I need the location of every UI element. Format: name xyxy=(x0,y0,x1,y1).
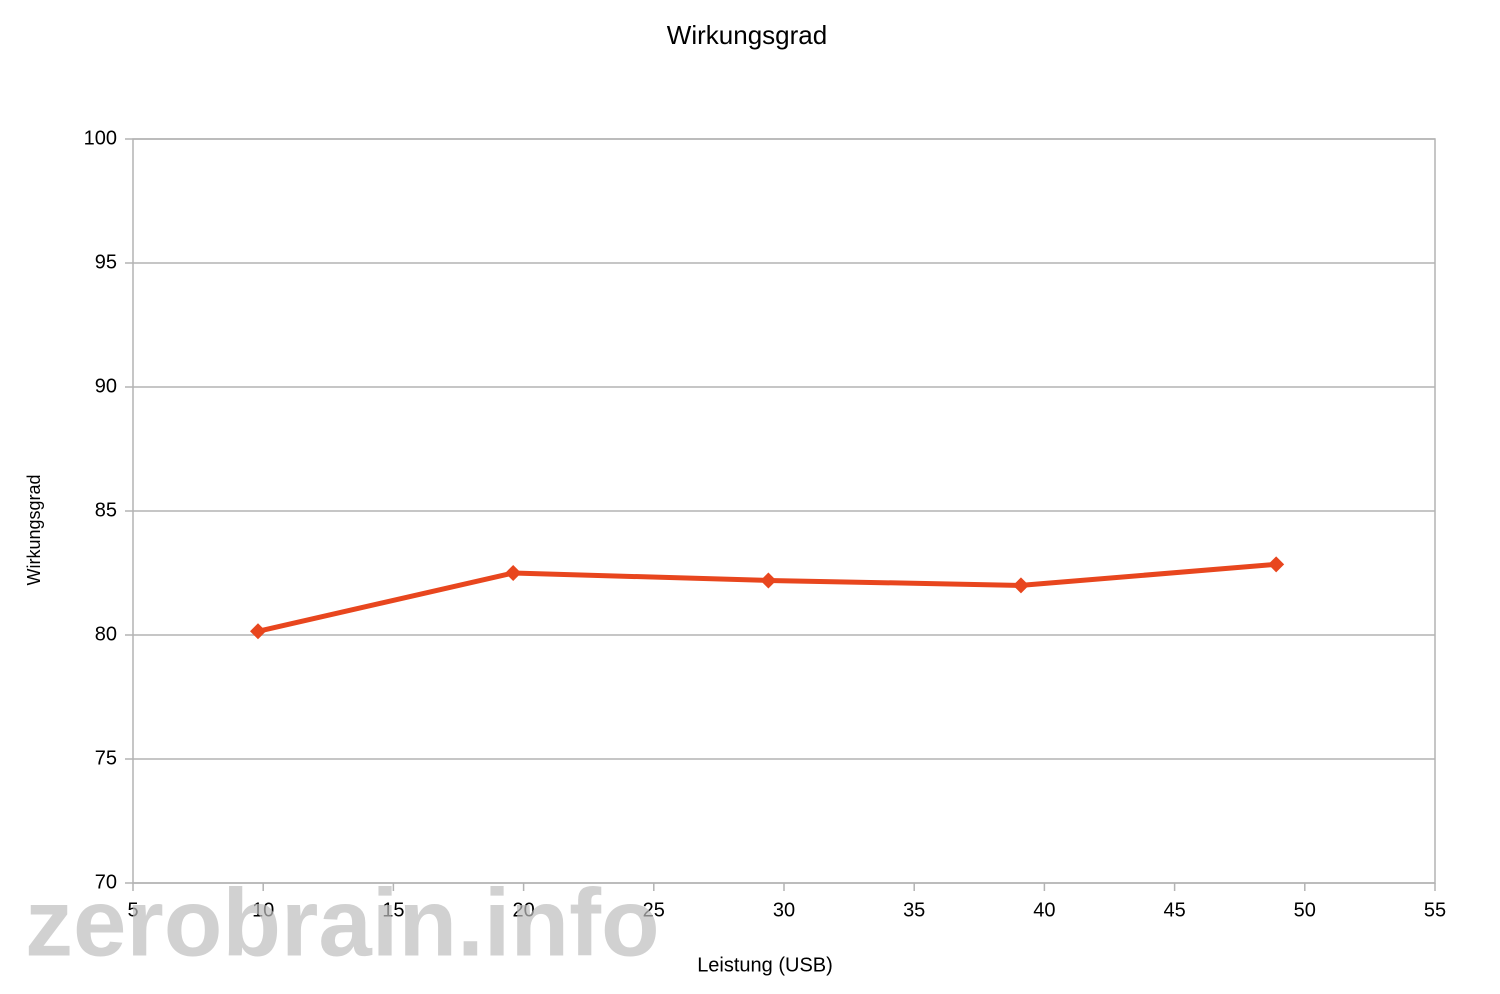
x-tick-label: 10 xyxy=(252,899,274,921)
x-tick-label: 45 xyxy=(1163,899,1185,921)
plot-frame xyxy=(132,138,1436,884)
data-point xyxy=(249,623,266,640)
y-tick-label: 100 xyxy=(84,127,117,149)
x-tick-label: 40 xyxy=(1033,899,1055,921)
x-tick-label: 30 xyxy=(773,899,795,921)
data-point xyxy=(1268,556,1285,573)
x-tick-label: 20 xyxy=(512,899,534,921)
x-tick-label: 55 xyxy=(1424,899,1446,921)
data-point xyxy=(505,565,522,581)
y-tick-label: 85 xyxy=(95,499,117,521)
y-axis-label: Wirkungsgrad xyxy=(24,474,44,585)
x-tick-label: 35 xyxy=(903,899,925,921)
y-tick-label: 75 xyxy=(95,747,117,769)
x-tick-label: 50 xyxy=(1294,899,1316,921)
y-tick-label: 70 xyxy=(95,871,117,893)
x-tick-label: 25 xyxy=(643,899,665,921)
y-tick-label: 80 xyxy=(95,623,117,645)
x-tick-label: 5 xyxy=(127,899,138,921)
chart-title: Wirkungsgrad xyxy=(667,20,827,50)
y-tick-label: 90 xyxy=(95,375,117,397)
x-axis-label: Leistung (USB) xyxy=(697,954,833,976)
data-point xyxy=(760,572,777,589)
y-tick-label: 95 xyxy=(95,251,117,273)
x-tick-label: 15 xyxy=(382,899,404,921)
watermark: zerobrain.info xyxy=(25,869,660,976)
data-point xyxy=(1012,577,1029,594)
